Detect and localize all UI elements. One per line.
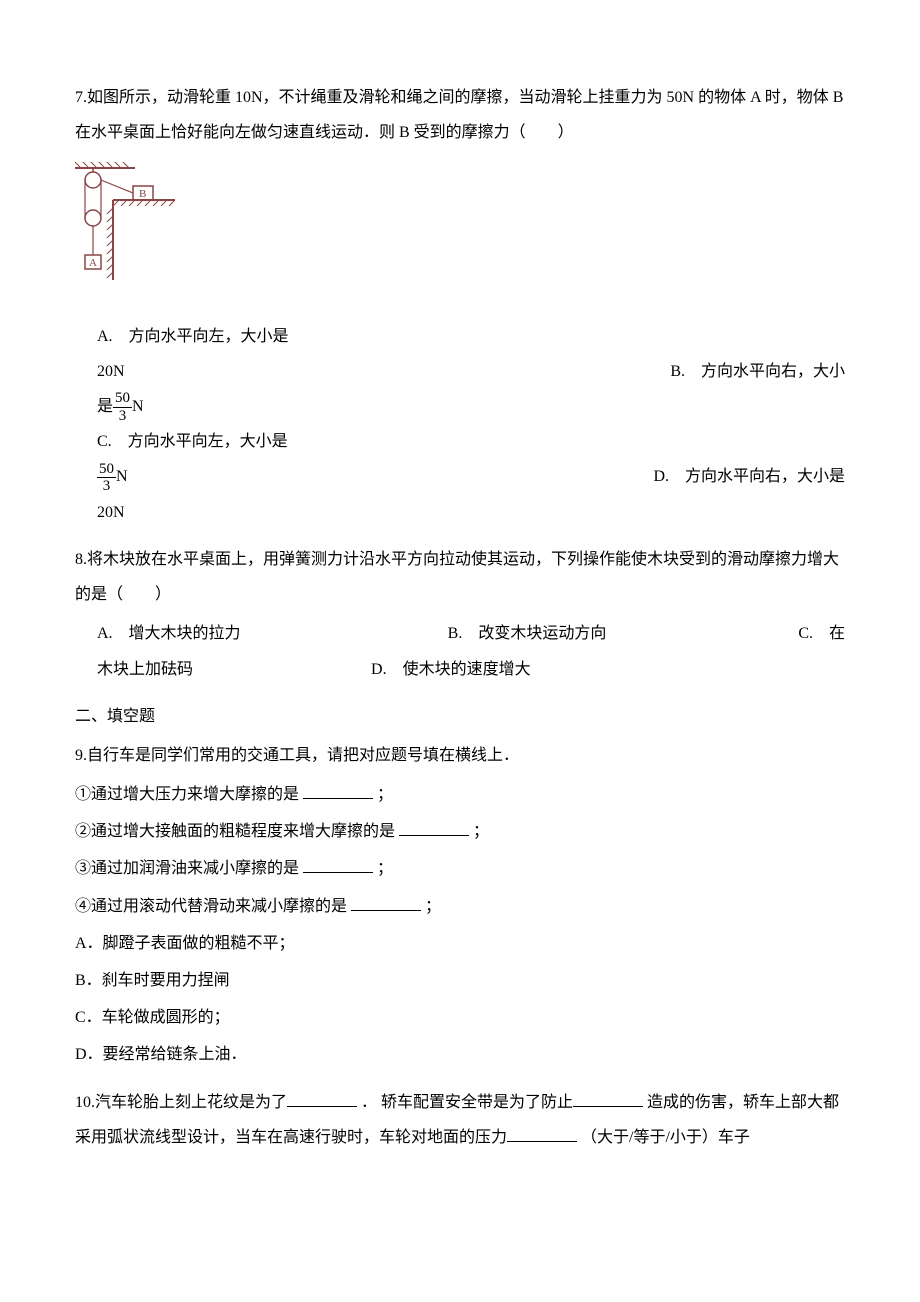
blank-input[interactable] (399, 819, 469, 836)
q8-opt-b: B. 改变木块运动方向 (448, 616, 799, 651)
q9-text: 9.自行车是同学们常用的交通工具，请把对应题号填在横线上． (75, 747, 519, 764)
q8-text: 8.将木块放在水平桌面上，用弹簧测力计沿水平方向拉动使其运动，下列操作能使木块受… (75, 551, 839, 603)
q7-text: 7.如图所示，动滑轮重 10N，不计绳重及滑轮和绳之间的摩擦，当动滑轮上挂重力为… (75, 89, 843, 141)
q7-opt-a-line1: A. 方向水平向左，大小是 (97, 319, 845, 354)
blank-input[interactable] (287, 1090, 357, 1107)
pulley-diagram: A B (75, 160, 845, 303)
blank-input[interactable] (303, 782, 373, 799)
q7-opt-a-val: 20N (97, 354, 125, 389)
q7-opt-d-prefix: D. 方向水平向右，大小是 (653, 459, 845, 494)
q9-D: D．要经常给链条上油． (75, 1037, 845, 1072)
blank-input[interactable] (351, 894, 421, 911)
q8-row1: A. 增大木块的拉力 B. 改变木块运动方向 C. 在 (97, 616, 845, 651)
q7-options: A. 方向水平向左，大小是 20N B. 方向水平向右，大小 是503N C. … (75, 319, 845, 530)
q9-A: A．脚蹬子表面做的粗糙不平； (75, 926, 845, 961)
q9-item3: ③通过加润滑油来减小摩擦的是 ； (75, 851, 845, 886)
q7-opt-b-prefix: B. 方向水平向右，大小 (670, 354, 845, 389)
q9-item2: ②通过增大接触面的粗糙程度来增大摩擦的是 ； (75, 814, 845, 849)
q7-opt-d-val: 20N (97, 495, 845, 530)
question-9: 9.自行车是同学们常用的交通工具，请把对应题号填在横线上． (75, 738, 845, 773)
q8-opt-c-cont: 木块上加砝码 (97, 661, 193, 678)
q9-C: C．车轮做成圆形的； (75, 1000, 845, 1035)
q7-opt-c-line1: C. 方向水平向左，大小是 (97, 424, 845, 459)
q7-row-ab: 20N B. 方向水平向右，大小 (97, 354, 845, 389)
question-10: 10.汽车轮胎上刻上花纹是为了 ． 轿车配置安全带是为了防止 造成的伤害，轿车上… (75, 1085, 845, 1155)
blank-input[interactable] (573, 1090, 643, 1107)
q9-item1: ①通过增大压力来增大摩擦的是 ； (75, 777, 845, 812)
q7-row-cd: 503N D. 方向水平向右，大小是 (97, 459, 845, 494)
q9-B: B．刹车时要用力捏闸 (75, 963, 845, 998)
q8-row2: 木块上加砝码 D. 使木块的速度增大 (97, 652, 845, 687)
q7-opt-b-line2: 是503N (97, 389, 845, 424)
q8-opt-d: D. 使木块的速度增大 (371, 661, 531, 678)
q8-opt-c: C. 在 (798, 616, 845, 651)
q9-item4: ④通过用滚动代替滑动来减小摩擦的是 ； (75, 889, 845, 924)
fraction-icon: 503 (113, 390, 132, 424)
question-7: 7.如图所示，动滑轮重 10N，不计绳重及滑轮和绳之间的摩擦，当动滑轮上挂重力为… (75, 80, 845, 150)
q8-options: A. 增大木块的拉力 B. 改变木块运动方向 C. 在 木块上加砝码 D. 使木… (75, 616, 845, 686)
blank-input[interactable] (303, 856, 373, 873)
label-b: B (139, 188, 146, 200)
label-a: A (89, 257, 97, 269)
section-2-header: 二、填空题 (75, 699, 845, 734)
q7-opt-c-val: 503N (97, 459, 128, 494)
q8-opt-a: A. 增大木块的拉力 (97, 616, 448, 651)
blank-input[interactable] (507, 1125, 577, 1142)
question-8: 8.将木块放在水平桌面上，用弹簧测力计沿水平方向拉动使其运动，下列操作能使木块受… (75, 542, 845, 612)
fraction-icon: 503 (97, 461, 116, 495)
